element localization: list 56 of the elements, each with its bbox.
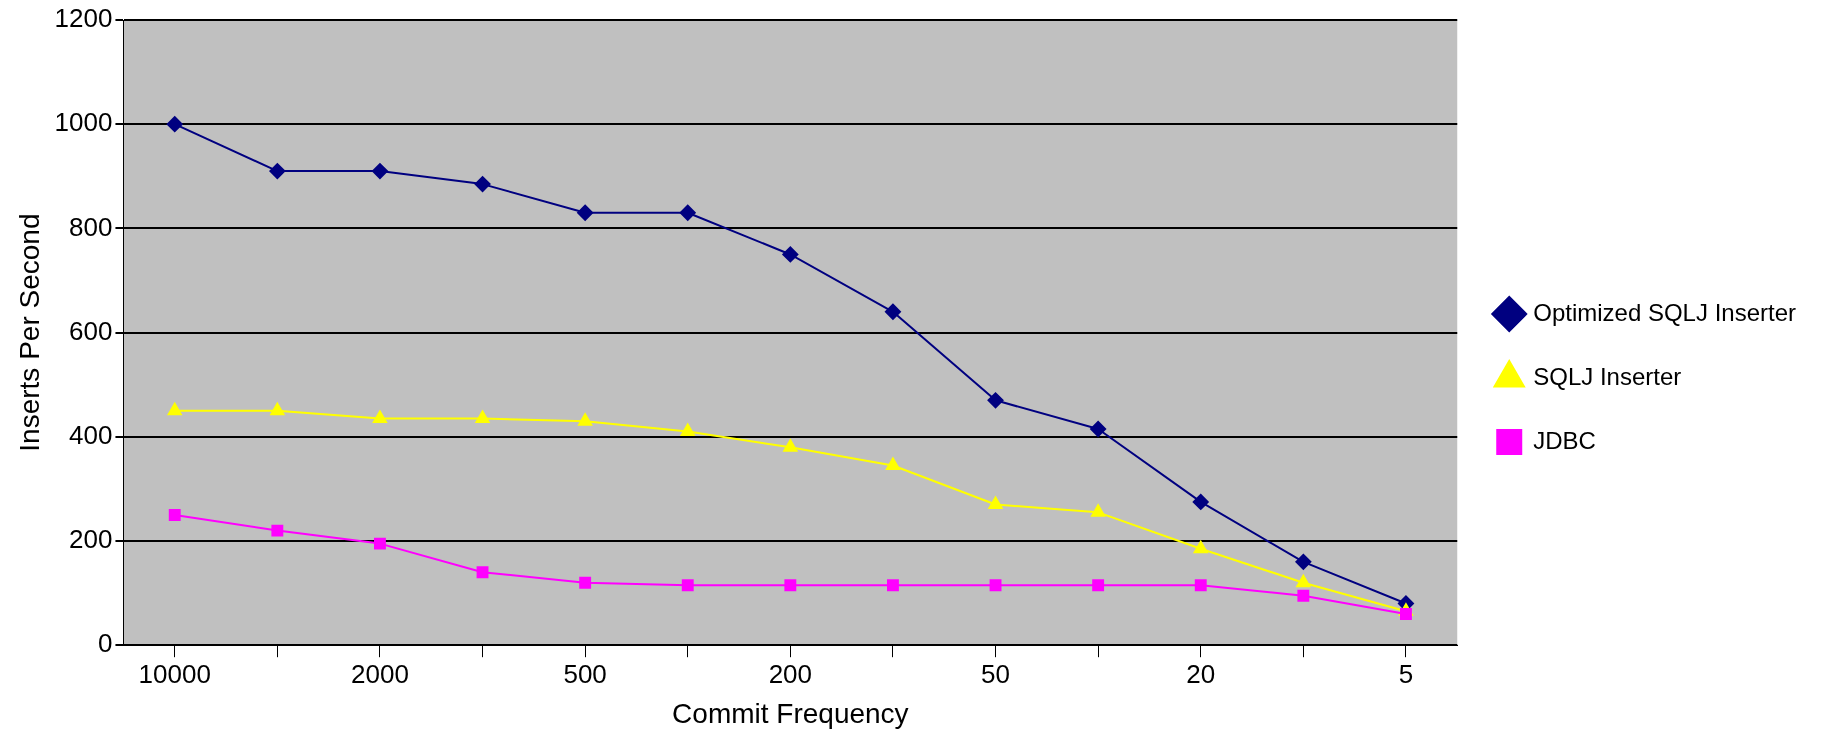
point: [1193, 540, 1208, 554]
point: [886, 579, 899, 592]
point: [1296, 574, 1311, 588]
point: [269, 163, 286, 180]
x-axis-title: Commit Frequency: [672, 697, 909, 729]
point: [270, 402, 285, 416]
x-tick-label: 20: [1186, 658, 1216, 689]
point: [271, 524, 284, 537]
point: [168, 509, 181, 521]
point: [1399, 607, 1412, 620]
point: [578, 413, 593, 426]
y-tick-label: 0: [97, 628, 113, 659]
x-tick-label: 5: [1398, 658, 1414, 689]
point: [1192, 493, 1209, 510]
x-tick-label: 500: [563, 658, 607, 689]
y-tick-label: 1200: [54, 3, 113, 34]
legend-label: JDBC: [1533, 426, 1596, 454]
point: [475, 410, 490, 424]
point: [884, 303, 901, 320]
x-tick-label: 200: [768, 658, 813, 689]
point: [988, 496, 1003, 510]
point: [579, 576, 592, 589]
y-axis-title: Inserts Per Second: [13, 213, 45, 452]
x-tick-label: 10000: [138, 658, 211, 689]
point: [679, 204, 696, 221]
y-tick-label: 400: [69, 419, 113, 450]
legend-label: SQLJ Inserter: [1533, 362, 1682, 390]
point: [372, 410, 387, 424]
point: [373, 537, 386, 550]
point: [166, 116, 183, 133]
x-tick-label: 2000: [351, 658, 409, 689]
x-tick-label: 50: [981, 658, 1010, 689]
point: [885, 457, 900, 470]
point: [680, 423, 695, 437]
point: [371, 163, 388, 180]
point: [987, 392, 1004, 409]
point: [1090, 420, 1107, 437]
point: [474, 176, 491, 193]
point: [681, 579, 694, 592]
point: [167, 402, 182, 416]
y-tick-label: 800: [69, 211, 113, 242]
y-tick-label: 200: [69, 524, 113, 555]
y-tick-label: 600: [69, 315, 113, 346]
point: [783, 439, 798, 452]
point: [782, 246, 799, 263]
legend-label: Optimized SQLJ Inserter: [1533, 298, 1797, 326]
point: [1295, 553, 1312, 570]
point: [784, 579, 797, 592]
point: [1297, 589, 1310, 602]
y-tick-label: 1000: [54, 107, 113, 138]
point: [1092, 579, 1105, 592]
point: [989, 579, 1002, 592]
point: [1091, 504, 1106, 517]
point: [577, 204, 594, 221]
point: [476, 566, 489, 579]
point: [1194, 579, 1207, 592]
